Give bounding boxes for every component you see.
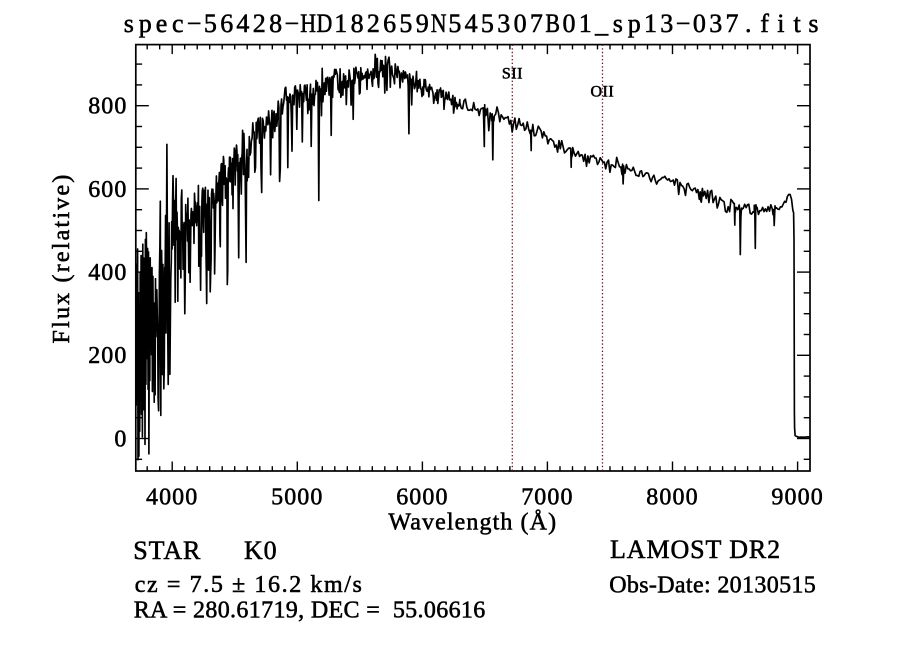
svg-text:7000: 7000 [521, 485, 573, 511]
svg-text:cz = 7.5 ± 16.2 km/s: cz = 7.5 ± 16.2 km/s [135, 572, 364, 598]
svg-text:K0: K0 [244, 536, 278, 565]
svg-text:B: B [545, 10, 560, 38]
svg-text:200: 200 [88, 343, 127, 369]
svg-text:800: 800 [88, 94, 127, 120]
svg-text:400: 400 [88, 260, 127, 286]
svg-text:LAMOST DR2: LAMOST DR2 [610, 535, 781, 564]
svg-text:8000: 8000 [646, 485, 698, 511]
svg-text:Flux (relative): Flux (relative) [49, 173, 75, 344]
svg-text:Wavelength (Å): Wavelength (Å) [388, 510, 557, 536]
svg-text:600: 600 [88, 177, 127, 203]
svg-text:4000: 4000 [146, 485, 198, 511]
svg-text:D: D [317, 10, 333, 38]
svg-text:Obs-Date: 20130515: Obs-Date: 20130515 [609, 572, 816, 598]
svg-text:N: N [431, 10, 447, 38]
svg-text:spec−56428−18265954530701_sp13: spec−56428−18265954530701_sp13−037.fits [124, 9, 819, 38]
svg-text:H: H [300, 10, 316, 38]
svg-text:6000: 6000 [396, 485, 448, 511]
svg-text:OII: OII [590, 84, 614, 101]
svg-text:9000: 9000 [771, 485, 823, 511]
svg-text:SII: SII [502, 66, 523, 83]
svg-text:0: 0 [114, 426, 127, 452]
svg-text:RA = 280.61719, DEC = 55.0661: RA = 280.61719, DEC = 55.06616 [134, 598, 486, 624]
svg-text:STAR: STAR [133, 536, 201, 565]
svg-text:5000: 5000 [271, 485, 323, 511]
